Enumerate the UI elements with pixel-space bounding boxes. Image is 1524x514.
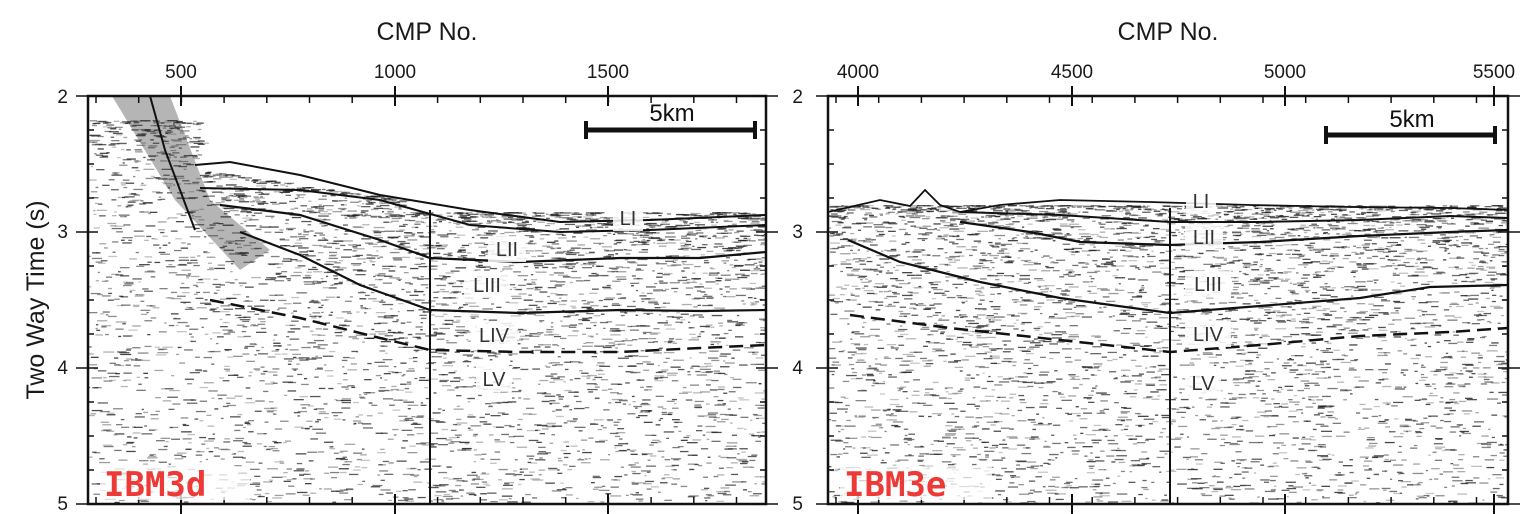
unit-labels: LI LII LIII LIV LV: [1185, 188, 1231, 396]
unit-label-li: LI: [1193, 191, 1210, 213]
seismic-section: [828, 188, 1508, 504]
x-ticks: [95, 86, 738, 514]
scale-bar: 5km: [584, 100, 757, 139]
x-axis-title: CMP No.: [377, 18, 478, 46]
x-tick-label: 1000: [374, 62, 416, 83]
unit-label-liii: LIII: [473, 275, 501, 297]
seismic-section: [88, 96, 766, 504]
x-tick-labels: 4000 4500 5000 5500: [837, 62, 1515, 83]
unit-label-lii: LII: [1193, 227, 1215, 249]
x-tick-label: 5000: [1264, 62, 1306, 83]
horizon-seafloor: [828, 188, 1508, 213]
y-tick-label: 3: [792, 222, 803, 243]
scale-bar-label: 5km: [1389, 106, 1434, 133]
y-ticks: [816, 95, 1520, 505]
horizon-liv-dashed: [209, 298, 766, 354]
unit-labels: LI LII LIII LIV LV: [464, 205, 643, 392]
unit-label-li: LI: [620, 208, 637, 230]
y-axis-title: Two Way Time (s): [22, 200, 50, 399]
x-tick-label: 4500: [1051, 62, 1093, 83]
y-tick-label: 4: [57, 358, 68, 379]
y-tick-label: 2: [792, 87, 803, 108]
x-tick-label: 4000: [837, 62, 879, 83]
unit-label-liv: LIV: [1193, 324, 1224, 346]
unit-label-lii: LII: [496, 239, 518, 261]
panel-label: IBM3e: [844, 465, 946, 505]
unit-label-lv: LV: [1192, 373, 1216, 395]
unit-label-lv: LV: [483, 369, 507, 391]
panel-label: IBM3d: [104, 465, 206, 505]
y-tick-label: 4: [792, 358, 803, 379]
x-tick-labels: 500 1000 1500: [165, 62, 629, 83]
scale-bar-label: 5km: [649, 100, 694, 127]
panel-ibm3e: CMP No. 4000 4500 5000 5500 2 3 4 5: [792, 18, 1520, 514]
horizon-li: [959, 211, 1508, 223]
y-ticks: [76, 95, 778, 505]
unit-label-liv: LIV: [479, 325, 510, 347]
x-tick-label: 1500: [587, 62, 629, 83]
unit-label-liii: LIII: [1194, 274, 1222, 296]
horizon-li: [199, 187, 766, 234]
y-tick-label: 2: [57, 87, 68, 108]
y-tick-label: 5: [57, 494, 68, 514]
x-tick-label: 500: [165, 62, 197, 83]
scale-bar: 5km: [1324, 106, 1497, 144]
horizon-liv-dashed: [849, 313, 1508, 354]
horizon-lii: [219, 203, 766, 264]
horizon-liii: [239, 230, 766, 315]
x-tick-label: 5500: [1473, 62, 1515, 83]
panel-ibm3d: CMP No. 500 1000 1500 2 3 4 5: [57, 18, 778, 514]
x-axis-title: CMP No.: [1118, 18, 1219, 46]
y-tick-labels: 2 3 4 5: [792, 87, 803, 514]
y-tick-label: 3: [57, 222, 68, 243]
y-tick-label: 5: [792, 494, 803, 514]
y-tick-labels: 2 3 4 5: [57, 87, 68, 514]
